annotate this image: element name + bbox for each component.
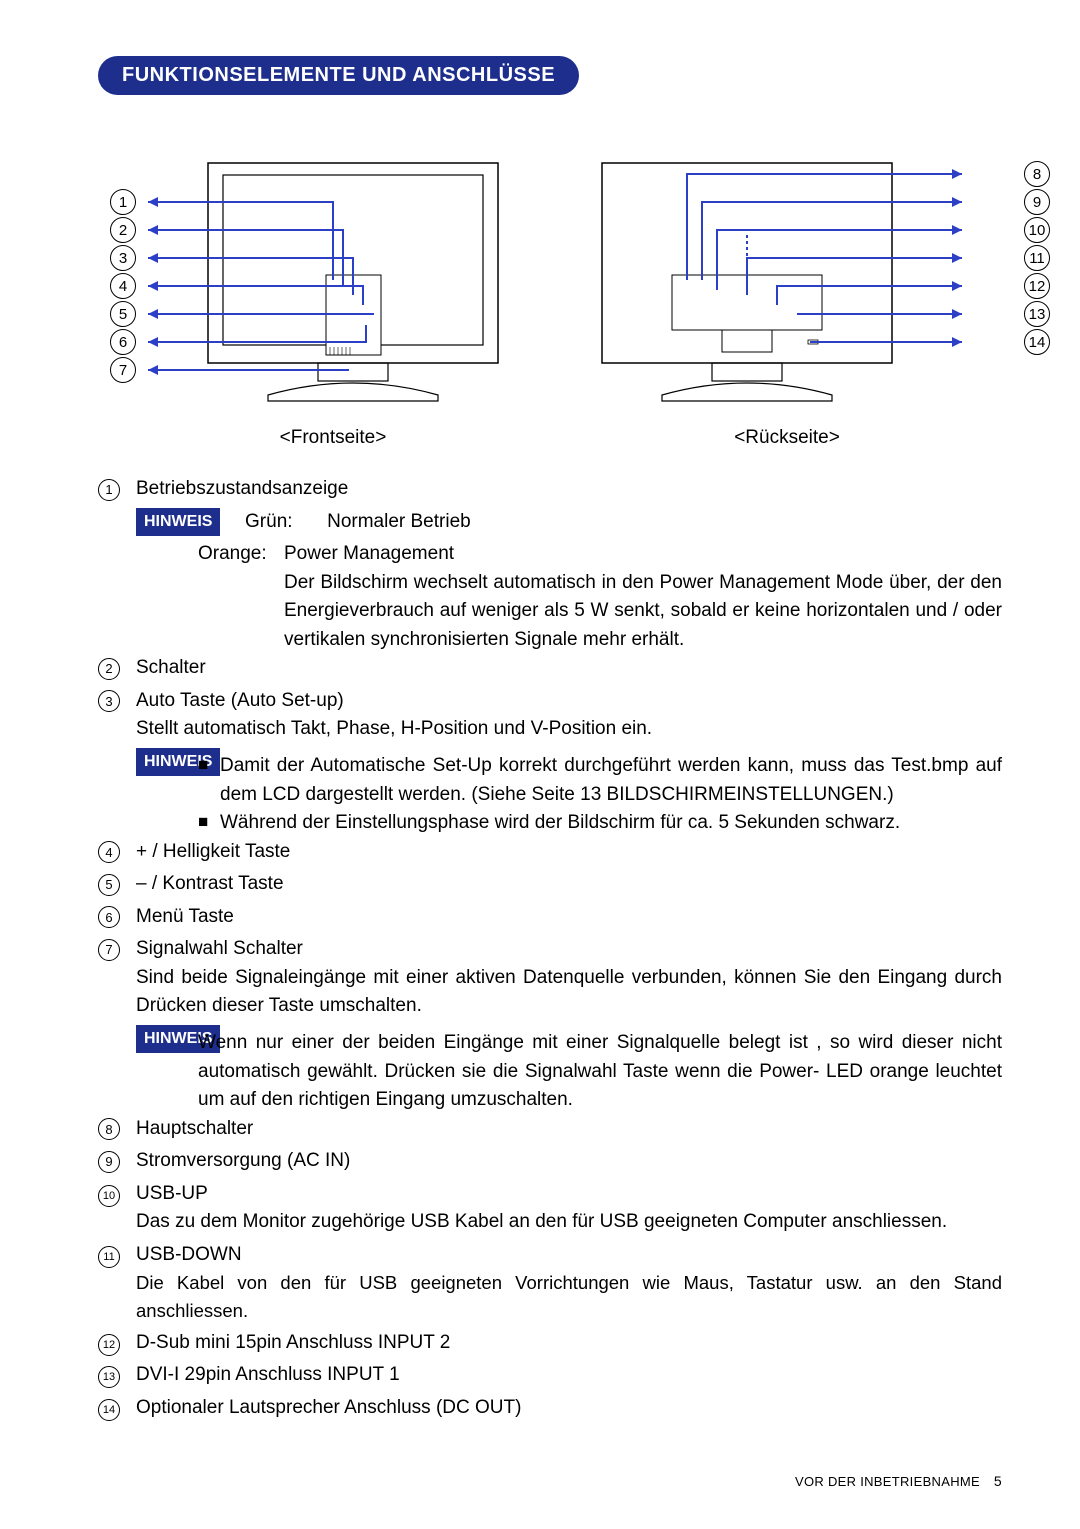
item-5: 5– / Kontrast Taste (98, 870, 1002, 899)
callout-13: 13 (1024, 301, 1050, 327)
item-7: 7 Signalwahl Schalter Sind beide Signale… (98, 935, 1002, 1021)
orange-text: Power Management (284, 540, 1002, 569)
footer: VOR DER INBETRIEBNAHME 5 (795, 1473, 1002, 1489)
front-monitor-svg (118, 145, 548, 405)
item-3-b1: Damit der Automatische Set-Up korrekt du… (220, 752, 1002, 809)
item-6: 6Menü Taste (98, 903, 1002, 932)
front-diagram: 1 2 3 4 5 6 7 (118, 145, 548, 405)
item-list: 1 Betriebszustandsanzeige HINWEIS Grün: … (98, 475, 1002, 1422)
back-monitor-svg (572, 145, 1002, 405)
footer-text: VOR DER INBETRIEBNAHME (795, 1474, 980, 1489)
green-text: Normaler Betrieb (327, 511, 471, 532)
hinweis-badge: HINWEIS (136, 508, 220, 536)
callout-8: 8 (1024, 161, 1050, 187)
back-label: <Rückseite> (572, 427, 1002, 449)
orange-label: Orange: (198, 540, 278, 569)
callout-9: 9 (1024, 189, 1050, 215)
item-7-note: Wenn nur einer der beiden Eingänge mit e… (198, 1029, 1002, 1115)
item-4: 4+ / Helligkeit Taste (98, 838, 1002, 867)
item-14: 14Optionaler Lautsprecher Anschluss (DC … (98, 1394, 1002, 1423)
item-12: 12D-Sub mini 15pin Anschluss INPUT 2 (98, 1329, 1002, 1358)
item-2: 2 Schalter (98, 654, 1002, 683)
item-1-title: Betriebszustandsanzeige (136, 475, 1002, 504)
orange-para: Der Bildschirm wechselt automatisch in d… (284, 569, 1002, 655)
item-13: 13DVI-I 29pin Anschluss INPUT 1 (98, 1361, 1002, 1390)
callout-11: 11 (1024, 245, 1050, 271)
front-label: <Frontseite> (118, 427, 548, 449)
section-header: FUNKTIONSELEMENTE UND ANSCHLÜSSE (98, 56, 579, 95)
item-3: 3 Auto Taste (Auto Set-up) Stellt automa… (98, 687, 1002, 744)
item-11: 11 USB-DOWN Die Kabel von den für USB ge… (98, 1241, 1002, 1325)
item-10: 10 USB-UP Das zu dem Monitor zugehörige … (98, 1180, 1002, 1237)
item-9: 9Stromversorgung (AC IN) (98, 1147, 1002, 1176)
green-label: Grün: (245, 511, 293, 532)
item-1: 1 Betriebszustandsanzeige (98, 475, 1002, 504)
callout-12: 12 (1024, 273, 1050, 299)
footer-page: 5 (994, 1473, 1002, 1489)
back-diagram: 8 9 10 11 12 13 14 (572, 145, 1002, 405)
callout-14: 14 (1024, 329, 1050, 355)
item-8: 8Hauptschalter (98, 1115, 1002, 1144)
item-3-b2: Während der Einstellungsphase wird der B… (220, 809, 1002, 838)
diagram-row: 1 2 3 4 5 6 7 (98, 145, 1002, 405)
callout-10: 10 (1024, 217, 1050, 243)
